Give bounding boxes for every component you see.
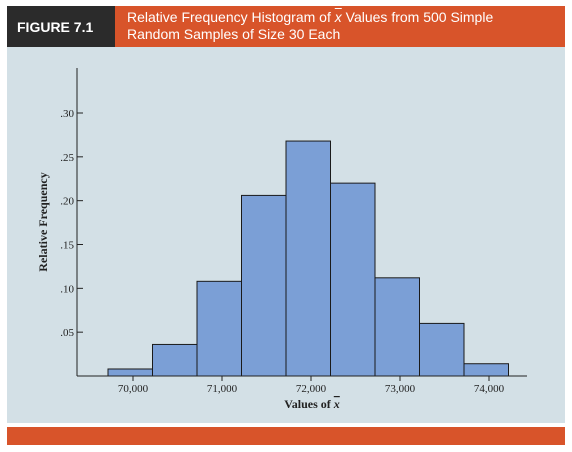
histogram-bar — [285, 140, 331, 377]
figure-title: Relative Frequency Histogram of x Values… — [115, 6, 565, 47]
x-tick-label: 74,000 — [474, 383, 505, 395]
histogram-bar — [419, 322, 465, 377]
figure-title-part1: Relative Frequency Histogram of — [127, 9, 335, 25]
figure-title-xbar: x — [334, 9, 342, 25]
y-tick-label: .25 — [60, 152, 74, 164]
x-tick-label: 71,000 — [207, 383, 238, 395]
figure-header: FIGURE 7.1 Relative Frequency Histogram … — [7, 6, 565, 47]
x-axis-title: Values of x — [284, 397, 340, 411]
histogram-bar — [107, 368, 153, 377]
x-tick-label: 72,000 — [296, 383, 327, 395]
x-tick-label: 73,000 — [385, 383, 416, 395]
histogram-bar — [463, 363, 509, 377]
figure-title-part2: Values from 500 Simple — [341, 9, 494, 25]
histogram-bar — [374, 277, 420, 377]
y-tick-label: .30 — [60, 108, 74, 120]
histogram-bar — [241, 194, 287, 377]
y-tick-label: .05 — [60, 327, 74, 339]
histogram-bar — [152, 343, 198, 377]
y-axis-title: Relative Frequency — [36, 172, 50, 271]
histogram-bar — [330, 182, 376, 377]
figure-title-line2: Random Samples of Size 30 Each — [127, 26, 341, 42]
figure-label: FIGURE 7.1 — [7, 6, 115, 47]
y-tick-label: .10 — [60, 283, 74, 295]
histogram-bar — [196, 280, 242, 377]
x-tick-label: 70,000 — [118, 383, 149, 395]
y-tick-label: .15 — [60, 240, 74, 252]
footer-bar — [7, 427, 565, 445]
x-axis-title-xbar: x — [333, 397, 340, 411]
y-tick-label: .20 — [60, 196, 74, 208]
